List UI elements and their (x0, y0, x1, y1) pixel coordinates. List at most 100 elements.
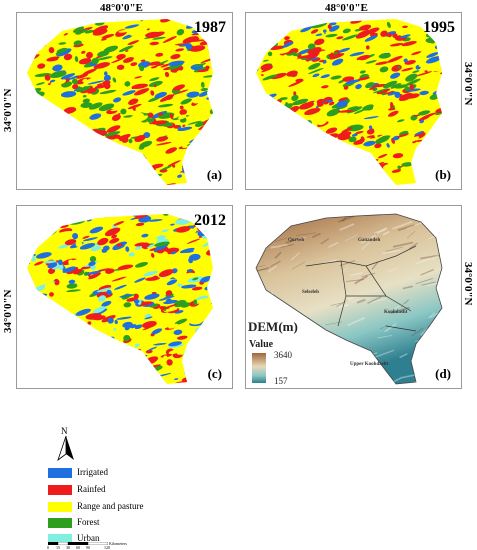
landuse-patch (377, 153, 388, 159)
landuse-patch (82, 68, 97, 75)
terrain-ridge (399, 353, 408, 359)
landuse-patch (80, 102, 93, 108)
landuse-patch (273, 19, 289, 23)
landuse-patch (229, 118, 232, 121)
landuse-patch (116, 179, 126, 185)
landuse-patch (382, 163, 395, 171)
landuse-patch (291, 98, 309, 106)
landuse-patch (344, 69, 349, 72)
landuse-patch (27, 47, 29, 51)
landuse-patch (312, 73, 320, 78)
landuse-patch (46, 56, 61, 62)
landuse-patch (102, 80, 111, 86)
landuse-patch (292, 123, 308, 128)
landuse-patch (303, 150, 310, 157)
landuse-patch (291, 94, 299, 101)
landuse-patch (301, 150, 312, 156)
landuse-patch (17, 26, 22, 33)
landuse-patch (197, 326, 213, 334)
landuse-patch (27, 128, 35, 134)
landuse-patch (269, 122, 281, 129)
landuse-map-1987 (17, 19, 232, 189)
landuse-patch (189, 317, 204, 325)
landuse-patch (340, 154, 347, 159)
terrain-ridge (344, 234, 358, 242)
terrain-ridge (256, 229, 264, 238)
terrain-ridge (336, 299, 349, 308)
terrain-ridge (256, 264, 266, 270)
landuse-patch (304, 107, 321, 116)
landuse-patch (217, 276, 227, 284)
landuse-patch (151, 275, 159, 281)
landuse-patch (134, 76, 143, 79)
landuse-patch (167, 160, 181, 167)
landuse-patch (84, 163, 98, 171)
landuse-patch (113, 97, 122, 103)
landuse-patch (151, 375, 159, 382)
landuse-patch (121, 169, 137, 176)
terrain-ridge (281, 362, 290, 370)
landuse-patch (397, 165, 401, 170)
landuse-patch (82, 94, 87, 98)
terrain-ridge (280, 243, 294, 248)
landuse-patch (149, 41, 160, 46)
landuse-patch (27, 233, 35, 239)
landuse-patch (58, 243, 71, 249)
landuse-patch (135, 19, 142, 23)
landuse-patch (125, 206, 142, 214)
landuse-patch (79, 243, 96, 250)
landuse-patch (33, 121, 50, 131)
landuse-patch (73, 214, 89, 217)
terrain-ridge (288, 237, 306, 241)
landuse-patch (214, 260, 226, 268)
landuse-patch (63, 364, 75, 371)
landuse-patch (295, 78, 304, 83)
landuse-patch (27, 182, 39, 185)
landuse-patch (196, 142, 203, 148)
landuse-patch (220, 230, 232, 236)
landuse-patch (158, 132, 166, 137)
landuse-patch (325, 33, 338, 38)
terrain-ridge (402, 285, 413, 290)
landuse-patch (206, 41, 213, 46)
landuse-patch (141, 233, 149, 238)
landuse-patch (80, 382, 90, 384)
landuse-patch (424, 70, 428, 73)
landuse-patch (37, 152, 54, 158)
landuse-patch (193, 299, 198, 306)
landuse-patch (76, 183, 90, 185)
landuse-patch (216, 237, 224, 241)
landuse-patch (221, 310, 232, 316)
landuse-patch (382, 135, 391, 138)
landuse-patch (257, 151, 266, 159)
landuse-patch (67, 152, 74, 159)
landuse-patch (40, 151, 48, 157)
landuse-patch (351, 133, 358, 137)
landuse-patch (17, 282, 22, 286)
landuse-patch (256, 147, 259, 154)
landuse-patch (139, 186, 152, 189)
landuse-patch (63, 207, 78, 214)
landuse-patch (17, 229, 21, 237)
landuse-patch (267, 131, 273, 135)
landuse-patch (75, 308, 91, 316)
landuse-patch (211, 332, 213, 338)
landuse-patch (283, 157, 291, 164)
landuse-patch (198, 90, 210, 97)
landuse-patch (125, 369, 137, 374)
terrain-ridge (459, 258, 461, 261)
landuse-patch (112, 77, 117, 83)
landuse-patch (17, 223, 20, 227)
landuse-patch (316, 135, 326, 140)
landuse-patch (139, 140, 153, 148)
landuse-patch (163, 296, 175, 299)
landuse-patch (64, 239, 77, 246)
landuse-patch (34, 353, 49, 358)
landuse-patch (168, 341, 182, 347)
landuse-patch (213, 94, 227, 104)
landuse-patch (65, 320, 72, 325)
landuse-patch (256, 172, 257, 178)
landuse-patch (56, 48, 72, 57)
landuse-patch (72, 179, 89, 185)
landuse-patch (187, 148, 197, 155)
